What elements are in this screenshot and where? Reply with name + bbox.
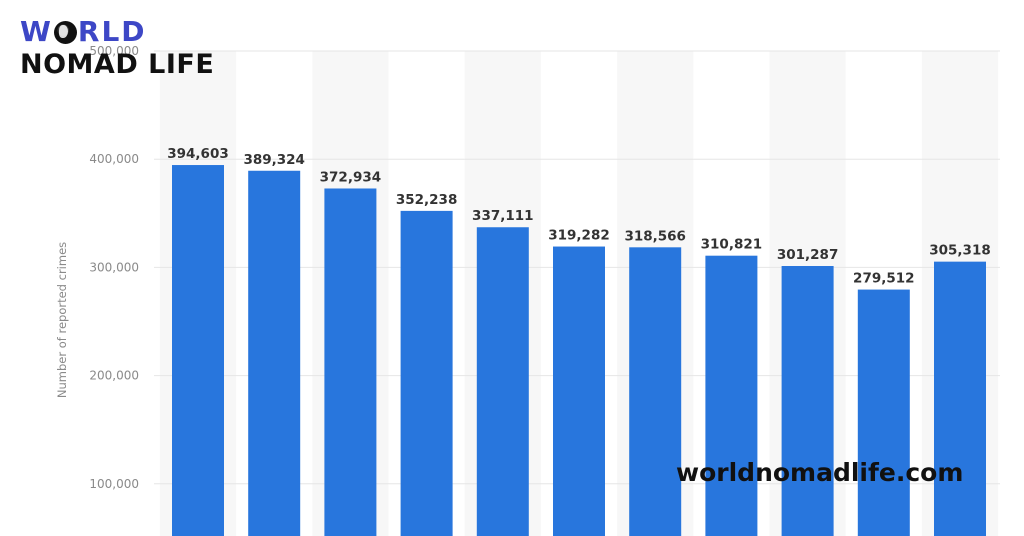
data-label: 279,512	[853, 271, 915, 287]
y-tick-label: 500,000	[89, 44, 139, 58]
data-label: 319,282	[548, 228, 610, 244]
bar	[248, 170, 301, 536]
data-label: 337,111	[472, 208, 534, 224]
bar	[400, 210, 453, 536]
data-label: 372,934	[320, 169, 382, 185]
data-label: 352,238	[396, 192, 458, 208]
data-label: 389,324	[243, 152, 305, 168]
y-tick-label: 100,000	[89, 477, 139, 491]
data-label: 394,603	[167, 146, 229, 162]
bar	[172, 165, 224, 536]
y-tick-label: 400,000	[89, 152, 139, 166]
bar	[553, 246, 605, 536]
bar	[857, 289, 910, 536]
y-axis-ticks: 100,000 200,000 300,000 400,000 500,000	[89, 44, 139, 491]
y-tick-label: 200,000	[89, 369, 139, 383]
bars	[172, 165, 986, 536]
bar	[324, 188, 377, 536]
data-labels: 394,603 389,324 372,934 352,238 337,111 319,2…	[167, 146, 991, 287]
globe-icon	[53, 20, 77, 44]
y-axis-title: Number of reported crimes	[55, 242, 69, 398]
bar	[934, 261, 986, 536]
bar	[705, 255, 758, 536]
bar	[781, 266, 834, 536]
logo: W RLD NOMAD LIFE	[20, 18, 215, 80]
y-tick-label: 300,000	[89, 260, 139, 274]
logo-world: W RLD	[20, 18, 214, 46]
logo-world-w: W	[20, 15, 53, 48]
data-label: 318,566	[624, 228, 686, 244]
data-label: 305,318	[929, 243, 991, 259]
data-label: 310,821	[701, 237, 763, 253]
watermark-url: worldnomadlife.com	[676, 458, 964, 487]
bar	[476, 227, 529, 536]
logo-world-rest: RLD	[77, 15, 147, 48]
data-label: 301,287	[777, 247, 839, 263]
logo-nomad-life: NOMAD LIFE	[20, 49, 215, 80]
bar	[629, 247, 682, 536]
